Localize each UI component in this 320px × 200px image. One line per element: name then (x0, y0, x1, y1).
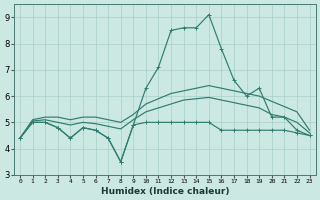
X-axis label: Humidex (Indice chaleur): Humidex (Indice chaleur) (100, 187, 229, 196)
